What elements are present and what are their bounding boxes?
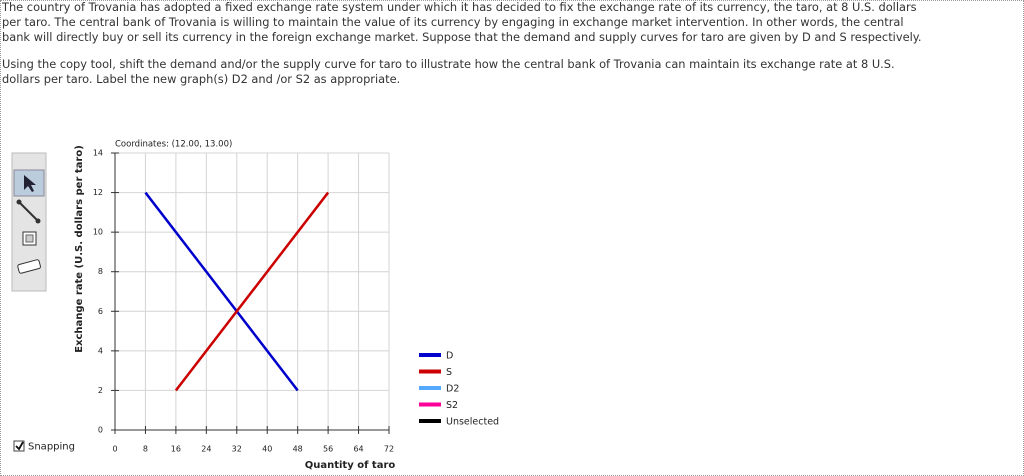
toolbar xyxy=(11,152,47,292)
y-tick-label: 4 xyxy=(98,346,103,355)
x-tick-label: 48 xyxy=(293,445,303,454)
x-tick-label: 32 xyxy=(232,445,242,454)
legend-label: S xyxy=(446,367,452,378)
x-tick-label: 0 xyxy=(112,445,117,454)
x-tick-label: 16 xyxy=(171,445,181,454)
x-tick-label: 40 xyxy=(262,445,272,454)
pointer-icon xyxy=(24,175,36,192)
x-tick-label: 8 xyxy=(143,445,148,454)
x-tick-label: 56 xyxy=(323,445,333,454)
instructions: The country of Trovania has adopted a fi… xyxy=(2,0,927,99)
check xyxy=(15,441,24,451)
y-tick-label: 2 xyxy=(98,386,103,395)
copy-tool[interactable] xyxy=(22,231,37,246)
x-tick-label: 64 xyxy=(353,445,363,454)
legend-label: Unselected xyxy=(446,417,499,428)
y-tick-label: 8 xyxy=(98,267,103,276)
paragraph: Using the copy tool, shift the demand an… xyxy=(2,57,895,86)
snapping[interactable]: Snapping xyxy=(13,440,75,453)
curve xyxy=(174,191,330,392)
y-tick-label: 0 xyxy=(98,426,103,435)
checkbox[interactable] xyxy=(13,440,25,452)
x-tick-label: 24 xyxy=(201,445,211,454)
y-tick-label: 6 xyxy=(98,307,103,316)
legend-label: D2 xyxy=(446,384,459,395)
snapping-label: Snapping xyxy=(28,442,75,453)
y-tick-label: 12 xyxy=(93,188,103,197)
legend-label: S2 xyxy=(446,400,458,411)
plot: 0 8 16 24 32 40 48 56 64 7202468101214Coordinates… xyxy=(74,140,499,472)
y-tick-label: 14 xyxy=(93,149,103,158)
eraser-tool[interactable] xyxy=(17,259,41,274)
x-tick-label: 72 xyxy=(384,445,394,454)
line-tool[interactable] xyxy=(16,199,41,224)
legend-label: D xyxy=(446,351,453,362)
y-axis-label: Exchange rate (U.S. dollars per taro) xyxy=(74,145,85,353)
annotation: Coordinates: (12.00, 13.00) xyxy=(115,140,232,150)
curve xyxy=(144,191,299,392)
paragraph: The country of Trovania has adopted a fi… xyxy=(2,0,922,44)
x-axis-label: Quantity of taro xyxy=(305,460,396,471)
y-tick-label: 10 xyxy=(93,228,103,237)
